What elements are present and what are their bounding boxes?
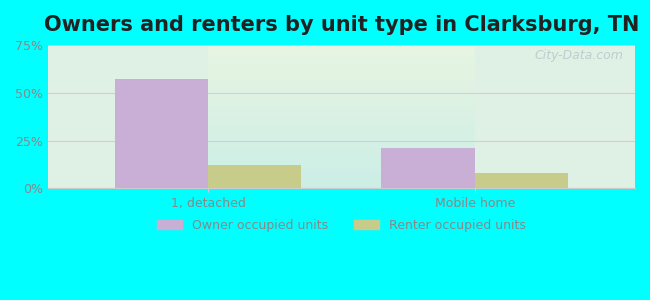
Bar [382, 148, 475, 188]
Legend: Owner occupied units, Renter occupied units: Owner occupied units, Renter occupied un… [153, 214, 530, 237]
Bar [114, 79, 208, 188]
Bar [208, 166, 302, 188]
Text: City-Data.com: City-Data.com [534, 49, 623, 62]
Title: Owners and renters by unit type in Clarksburg, TN: Owners and renters by unit type in Clark… [44, 15, 639, 35]
Bar [475, 173, 568, 188]
